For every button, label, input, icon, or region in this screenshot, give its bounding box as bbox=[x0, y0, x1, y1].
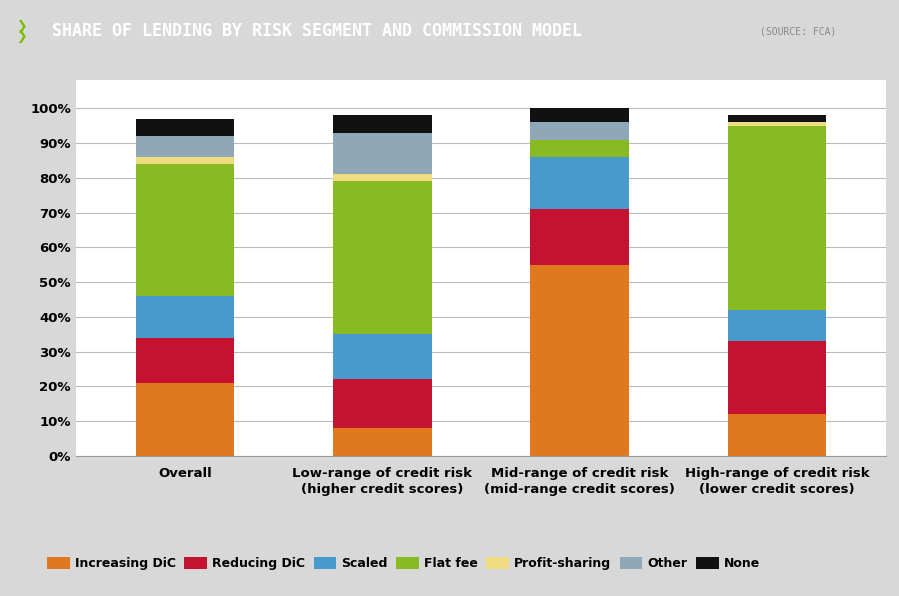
Text: ❯
❯: ❯ ❯ bbox=[16, 20, 27, 43]
Bar bbox=[530, 157, 629, 209]
Bar bbox=[333, 428, 432, 456]
Bar bbox=[333, 175, 432, 181]
Bar bbox=[333, 181, 432, 334]
Bar bbox=[727, 341, 826, 414]
Bar bbox=[136, 383, 235, 456]
Bar bbox=[530, 122, 629, 139]
Bar bbox=[530, 209, 629, 265]
Bar bbox=[530, 265, 629, 456]
Bar bbox=[530, 139, 629, 157]
Bar bbox=[727, 414, 826, 456]
Bar bbox=[136, 164, 235, 296]
Legend: Increasing DiC, Reducing DiC, Scaled, Flat fee, Profit-sharing, Other, None: Increasing DiC, Reducing DiC, Scaled, Fl… bbox=[42, 552, 765, 575]
Text: (SOURCE: FCA): (SOURCE: FCA) bbox=[760, 26, 836, 36]
Bar bbox=[333, 133, 432, 175]
Bar bbox=[333, 380, 432, 428]
Bar bbox=[333, 334, 432, 380]
Bar bbox=[136, 157, 235, 164]
Bar bbox=[727, 310, 826, 341]
Bar bbox=[136, 338, 235, 383]
Text: SHARE OF LENDING BY RISK SEGMENT AND COMMISSION MODEL: SHARE OF LENDING BY RISK SEGMENT AND COM… bbox=[52, 22, 583, 41]
Bar bbox=[136, 119, 235, 136]
Bar bbox=[136, 136, 235, 157]
Bar bbox=[333, 115, 432, 133]
Bar bbox=[136, 296, 235, 338]
Bar bbox=[727, 115, 826, 122]
Bar bbox=[727, 122, 826, 126]
Bar bbox=[727, 126, 826, 310]
Bar bbox=[530, 108, 629, 122]
